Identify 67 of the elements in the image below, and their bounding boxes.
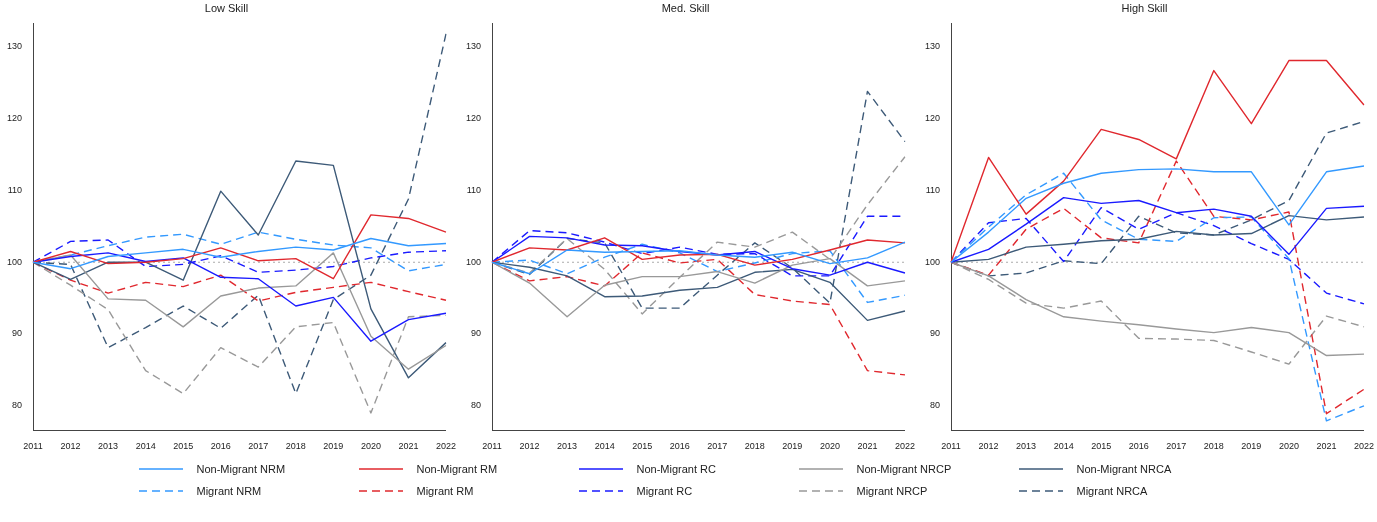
y-tick-label: 120 <box>6 113 23 124</box>
x-tick-label: 2017 <box>248 441 269 452</box>
x-tick-label: 2016 <box>1128 441 1149 452</box>
x-tick-label: 2012 <box>519 441 540 452</box>
y-tick-label: 120 <box>924 113 941 124</box>
y-tick-label: 90 <box>12 328 23 339</box>
legend-label: Non-Migrant RC <box>636 463 716 475</box>
x-tick-label: 2021 <box>1316 441 1337 452</box>
x-tick-label: 2014 <box>594 441 615 452</box>
x-tick-label: 2017 <box>707 441 728 452</box>
y-tick-label: 80 <box>12 400 23 411</box>
y-tick-label: 90 <box>930 328 941 339</box>
x-tick-label: 2013 <box>1016 441 1037 452</box>
y-tick-label: 130 <box>465 41 482 52</box>
y-tick-label: 110 <box>466 184 482 195</box>
x-tick-label: 2017 <box>1166 441 1187 452</box>
y-tick-label: 80 <box>471 400 482 411</box>
x-tick-label: 2018 <box>285 441 306 452</box>
x-tick-label: 2021 <box>398 441 419 452</box>
x-tick-label: 2014 <box>1053 441 1074 452</box>
x-tick-label: 2013 <box>557 441 578 452</box>
y-tick-label: 110 <box>7 184 23 195</box>
x-tick-label: 2014 <box>135 441 156 452</box>
legend-label: Non-Migrant NRCA <box>1076 463 1172 475</box>
legend-label: Migrant NRM <box>196 485 262 497</box>
x-tick-label: 2011 <box>23 441 43 452</box>
x-tick-label: 2018 <box>744 441 765 452</box>
legend-label: Non-Migrant NRCP <box>856 463 952 475</box>
x-tick-label: 2015 <box>632 441 653 452</box>
x-tick-label: 2020 <box>360 441 381 452</box>
y-tick-label: 80 <box>930 400 941 411</box>
x-tick-label: 2016 <box>669 441 690 452</box>
x-tick-label: 2018 <box>1203 441 1224 452</box>
x-tick-label: 2019 <box>1241 441 1262 452</box>
x-tick-label: 2020 <box>819 441 840 452</box>
y-tick-label: 130 <box>924 41 941 52</box>
y-tick-label: 120 <box>465 113 482 124</box>
x-tick-label: 2022 <box>1353 441 1374 452</box>
legend-label: Non-Migrant RM <box>416 463 498 475</box>
chart-title: Low Skill <box>204 1 249 14</box>
x-tick-label: 2021 <box>857 441 878 452</box>
legend-label: Migrant RM <box>416 485 474 497</box>
x-tick-label: 2022 <box>894 441 915 452</box>
y-tick-label: 130 <box>6 41 23 52</box>
x-tick-label: 2012 <box>60 441 81 452</box>
chart-title: High Skill <box>1121 1 1168 14</box>
x-tick-label: 2019 <box>323 441 344 452</box>
x-tick-label: 2020 <box>1278 441 1299 452</box>
y-tick-label: 110 <box>925 184 941 195</box>
chart-title: Med. Skill <box>661 1 710 14</box>
x-tick-label: 2012 <box>978 441 999 452</box>
legend-label: Migrant NRCA <box>1076 485 1148 497</box>
x-tick-label: 2019 <box>782 441 803 452</box>
y-tick-label: 100 <box>6 256 23 267</box>
y-tick-label: 90 <box>471 328 482 339</box>
x-tick-label: 2013 <box>98 441 119 452</box>
legend-label: Migrant RC <box>636 485 693 497</box>
legend-label: Migrant NRCP <box>856 485 928 497</box>
x-tick-label: 2011 <box>482 441 502 452</box>
y-tick-label: 100 <box>465 256 482 267</box>
x-tick-label: 2011 <box>941 441 961 452</box>
x-tick-label: 2016 <box>210 441 231 452</box>
x-tick-label: 2015 <box>173 441 194 452</box>
x-tick-label: 2022 <box>435 441 456 452</box>
y-tick-label: 100 <box>924 256 941 267</box>
legend-label: Non-Migrant NRM <box>196 463 286 475</box>
x-tick-label: 2015 <box>1091 441 1112 452</box>
